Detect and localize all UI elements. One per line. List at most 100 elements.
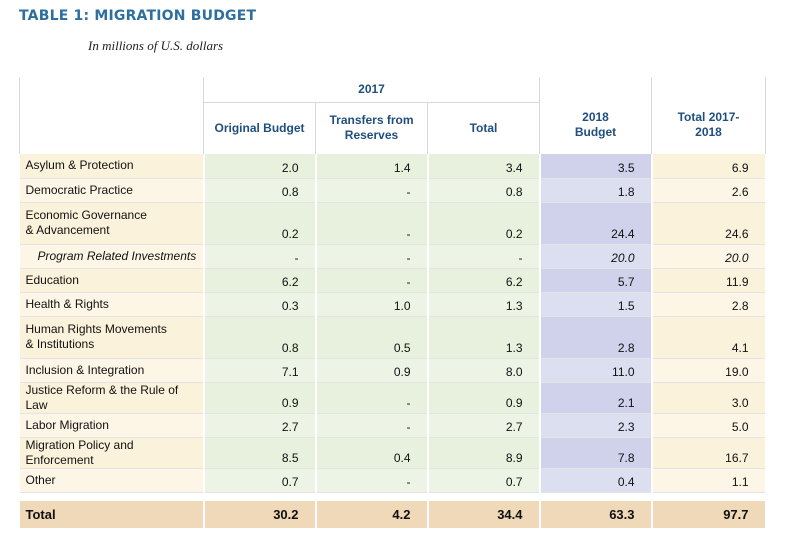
header-total-2017-2018-text: Total 2017-2018	[674, 110, 744, 140]
row-label: Education	[20, 268, 204, 292]
row-label: Migration Policy and Enforcement	[20, 437, 204, 468]
cell-transfers: -	[316, 202, 428, 244]
cell-transfers: -	[316, 382, 428, 413]
cell-transfers: -	[316, 178, 428, 202]
row-label-text: Human Rights Movements & Institutions	[26, 322, 176, 352]
cell-total: 2.7	[428, 413, 540, 437]
total-2018-budget: 63.3	[540, 501, 652, 528]
cell-original: 8.5	[204, 437, 316, 468]
cell-original: 0.8	[204, 316, 316, 358]
cell-original: 0.2	[204, 202, 316, 244]
table-row: Asylum & Protection 2.0 1.4 3.4 3.5 6.9	[20, 154, 766, 178]
table-row: Migration Policy and Enforcement 8.5 0.4…	[20, 437, 766, 468]
cell-total-2017-2018: 3.0	[652, 382, 766, 413]
cell-2018-budget: 1.8	[540, 178, 652, 202]
cell-transfers: 1.4	[316, 154, 428, 178]
table-spacer	[20, 492, 766, 501]
cell-total: 8.0	[428, 358, 540, 382]
row-label: Democratic Practice	[20, 178, 204, 202]
table-row: Program Related Investments - - - 20.0 2…	[20, 244, 766, 268]
table-title: TABLE 1: MIGRATION BUDGET	[19, 8, 256, 24]
header-group-2017: 2017	[204, 77, 540, 102]
cell-2018-budget: 5.7	[540, 268, 652, 292]
cell-2018-budget: 0.4	[540, 468, 652, 492]
header-transfers-from-reserves: Transfers from Reserves	[316, 102, 428, 154]
cell-transfers: -	[316, 468, 428, 492]
header-blank	[20, 77, 204, 154]
table-row: Other 0.7 - 0.7 0.4 1.1	[20, 468, 766, 492]
header-total: Total	[428, 102, 540, 154]
cell-original: 2.0	[204, 154, 316, 178]
table-row: Human Rights Movements & Institutions 0.…	[20, 316, 766, 358]
cell-2018-budget: 20.0	[540, 244, 652, 268]
cell-2018-budget: 7.8	[540, 437, 652, 468]
row-label: Inclusion & Integration	[20, 358, 204, 382]
table-row: Democratic Practice 0.8 - 0.8 1.8 2.6	[20, 178, 766, 202]
row-label: Justice Reform & the Rule of Law	[20, 382, 204, 413]
cell-original: -	[204, 244, 316, 268]
cell-2018-budget: 2.8	[540, 316, 652, 358]
cell-total-2017-2018: 19.0	[652, 358, 766, 382]
cell-total: 0.8	[428, 178, 540, 202]
cell-original: 2.7	[204, 413, 316, 437]
total-original: 30.2	[204, 501, 316, 528]
row-label: Economic Governance & Advancement	[20, 202, 204, 244]
cell-original: 6.2	[204, 268, 316, 292]
table-row: Health & Rights 0.3 1.0 1.3 1.5 2.8	[20, 292, 766, 316]
cell-2018-budget: 1.5	[540, 292, 652, 316]
row-label: Health & Rights	[20, 292, 204, 316]
row-label: Labor Migration	[20, 413, 204, 437]
table-row: Economic Governance & Advancement 0.2 - …	[20, 202, 766, 244]
cell-total-2017-2018: 20.0	[652, 244, 766, 268]
cell-total-2017-2018: 5.0	[652, 413, 766, 437]
row-label: Program Related Investments	[20, 244, 204, 268]
total-2017-2018: 97.7	[652, 501, 766, 528]
table-row: Justice Reform & the Rule of Law 0.9 - 0…	[20, 382, 766, 413]
migration-budget-table: 2017 2018 Budget Total 2017-2018 Origina…	[19, 77, 767, 528]
cell-transfers: 0.5	[316, 316, 428, 358]
cell-total: 0.7	[428, 468, 540, 492]
cell-transfers: -	[316, 244, 428, 268]
cell-transfers: -	[316, 413, 428, 437]
cell-total: 1.3	[428, 316, 540, 358]
cell-total-2017-2018: 2.6	[652, 178, 766, 202]
cell-total: 3.4	[428, 154, 540, 178]
cell-total: 0.9	[428, 382, 540, 413]
cell-2018-budget: 11.0	[540, 358, 652, 382]
row-label: Human Rights Movements & Institutions	[20, 316, 204, 358]
table-subtitle: In millions of U.S. dollars	[88, 38, 223, 54]
cell-total-2017-2018: 4.1	[652, 316, 766, 358]
cell-total: 0.2	[428, 202, 540, 244]
cell-total-2017-2018: 16.7	[652, 437, 766, 468]
header-2018-budget: 2018 Budget	[540, 77, 652, 154]
cell-transfers: 1.0	[316, 292, 428, 316]
header-total-2017-2018: Total 2017-2018	[652, 77, 766, 154]
cell-transfers: 0.9	[316, 358, 428, 382]
row-label: Other	[20, 468, 204, 492]
row-label: Asylum & Protection	[20, 154, 204, 178]
cell-total: 8.9	[428, 437, 540, 468]
cell-original: 0.9	[204, 382, 316, 413]
total-total: 34.4	[428, 501, 540, 528]
table-row: Labor Migration 2.7 - 2.7 2.3 5.0	[20, 413, 766, 437]
header-original-budget: Original Budget	[204, 102, 316, 154]
total-row: Total 30.2 4.2 34.4 63.3 97.7	[20, 501, 766, 528]
cell-total: 6.2	[428, 268, 540, 292]
row-label-text: Economic Governance & Advancement	[26, 208, 156, 238]
table-row: Education 6.2 - 6.2 5.7 11.9	[20, 268, 766, 292]
cell-2018-budget: 2.3	[540, 413, 652, 437]
cell-total-2017-2018: 11.9	[652, 268, 766, 292]
cell-transfers: 0.4	[316, 437, 428, 468]
cell-total-2017-2018: 24.6	[652, 202, 766, 244]
total-label: Total	[20, 501, 204, 528]
cell-transfers: -	[316, 268, 428, 292]
total-transfers: 4.2	[316, 501, 428, 528]
header-2018-budget-text: 2018 Budget	[566, 110, 626, 140]
cell-total: 1.3	[428, 292, 540, 316]
cell-total-2017-2018: 1.1	[652, 468, 766, 492]
cell-original: 0.8	[204, 178, 316, 202]
cell-original: 0.7	[204, 468, 316, 492]
cell-total-2017-2018: 2.8	[652, 292, 766, 316]
cell-original: 0.3	[204, 292, 316, 316]
cell-2018-budget: 3.5	[540, 154, 652, 178]
